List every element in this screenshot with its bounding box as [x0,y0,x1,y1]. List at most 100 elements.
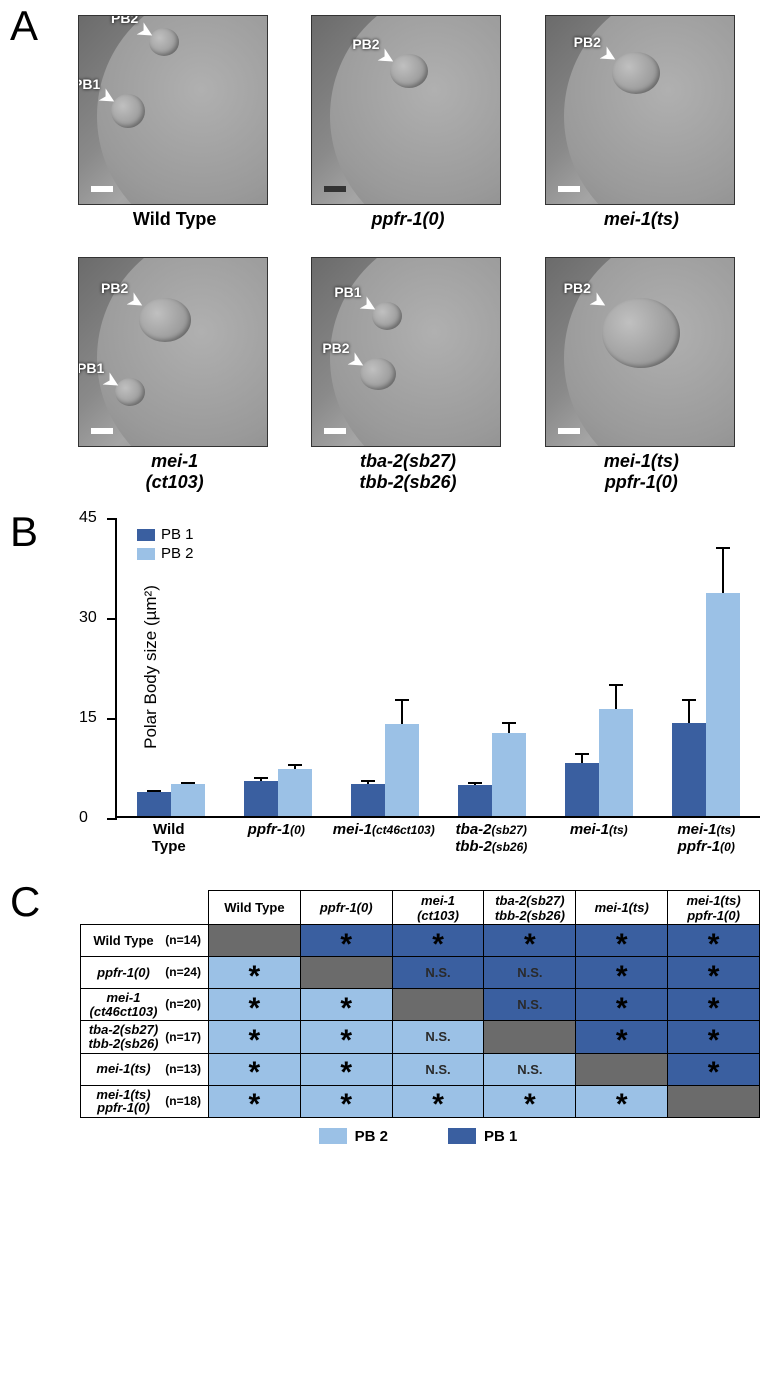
pb-label: PB2 [101,280,128,296]
y-tick [107,518,117,520]
microscopy-image: PB1PB2 [311,257,501,447]
significance-mark: * [301,1054,392,1085]
table-cell: N.S. [484,1053,576,1085]
legend-c-pb2-text: PB 2 [355,1128,388,1145]
row-header: mei-1(ct46ct103)(n=20) [81,989,209,1021]
scale-bar [324,186,346,192]
row-header: Wild Type(n=14) [81,925,209,957]
table-cell: * [392,1085,484,1117]
bar-group [117,518,224,816]
table-cell: * [300,989,392,1021]
table-cell: * [300,1085,392,1117]
table-cell [208,925,300,957]
image-caption: tba-2(sb27)tbb-2(sb26) [311,451,504,493]
y-tick-label: 30 [79,609,97,627]
y-tick [107,818,117,820]
significance-mark: N.S. [393,957,484,988]
significance-mark: * [301,1021,392,1052]
error-bar [153,790,155,792]
error-bar [581,753,583,762]
table-cell: * [668,1053,760,1085]
panel-a-label: A [10,2,38,50]
bar-group [439,518,546,816]
scale-bar [558,428,580,434]
x-label: mei-1(ts)ppfr-1(0) [653,818,761,855]
error-bar [260,777,262,781]
y-tick [107,718,117,720]
x-label: ppfr-1(0) [223,818,331,855]
panel-c: C Wild Typeppfr-1(0)mei-1(ct103)tba-2(sb… [20,890,756,1145]
table-cell [392,989,484,1021]
table-row: mei-1(ts)ppfr-1(0)(n=18)***** [81,1085,760,1117]
pb-label: PB2 [564,280,591,296]
microscopy-image: PB2 [545,15,735,205]
row-header: tba-2(sb27)tbb-2(sb26)(n=17) [81,1021,209,1053]
legend-c-pb1: PB 1 [448,1128,517,1145]
bar-group [331,518,438,816]
error-bar [508,722,510,733]
significance-mark: * [576,989,667,1020]
x-labels: WildTypeppfr-1(0)mei-1(ct46ct103)tba-2(s… [115,818,760,855]
panel-c-label: C [10,878,40,926]
y-tick-label: 45 [79,509,97,527]
col-header: mei-1(ts)ppfr-1(0) [668,891,760,925]
significance-mark: * [576,1086,667,1117]
bar-pb2 [706,593,740,816]
image-cell: PB2PB1Wild Type [78,15,271,251]
image-caption: Wild Type [78,209,271,251]
microscopy-image: PB2PB1 [78,15,268,205]
table-cell: N.S. [392,957,484,989]
image-caption: mei-1(ct103) [78,451,271,493]
error-bar [722,547,724,592]
scale-bar [91,428,113,434]
bar-pb1 [351,784,385,816]
x-label: mei-1(ct46ct103) [330,818,438,855]
error-bar [294,764,296,769]
table-cell: * [576,957,668,989]
table-cell: * [484,1085,576,1117]
bar-pb1 [458,785,492,816]
table-row: tba-2(sb27)tbb-2(sb26)(n=17)**N.S.** [81,1021,760,1053]
bar-pb2 [385,724,419,816]
significance-mark: * [209,989,300,1020]
pb-label: PB2 [352,36,379,52]
x-label: mei-1(ts) [545,818,653,855]
col-header: Wild Type [208,891,300,925]
significance-table: Wild Typeppfr-1(0)mei-1(ct103)tba-2(sb27… [80,890,760,1118]
significance-mark: * [301,989,392,1020]
polar-body [602,298,680,368]
significance-mark: * [209,1021,300,1052]
bars-container [117,518,760,816]
significance-mark: * [209,1054,300,1085]
scale-bar [324,428,346,434]
table-corner [81,891,209,925]
error-bar [401,699,403,724]
significance-mark: * [576,925,667,956]
table-cell: * [300,925,392,957]
table-cell: * [576,925,668,957]
significance-mark: N.S. [393,1021,484,1052]
panel-a: A PB2PB1Wild TypePB2ppfr-1(0)PB2mei-1(ts… [20,10,756,493]
table-cell: * [576,989,668,1021]
y-tick-label: 15 [79,709,97,727]
table-cell: N.S. [392,1053,484,1085]
col-header: mei-1(ct103) [392,891,484,925]
row-header: ppfr-1(0)(n=24) [81,957,209,989]
table-cell: * [668,1021,760,1053]
significance-mark: N.S. [393,1054,484,1085]
bar-pb2 [171,784,205,816]
scale-bar [558,186,580,192]
image-cell: PB2 PB1 mei-1(ct103) [78,257,271,493]
table-row: ppfr-1(0)(n=24)*N.S.N.S.** [81,957,760,989]
table-cell [668,1085,760,1117]
table-cell: * [668,925,760,957]
microscopy-image: PB2 PB1 [78,257,268,447]
significance-mark: N.S. [484,957,575,988]
table-cell: N.S. [392,1021,484,1053]
bar-pb2 [492,733,526,816]
significance-mark: * [393,925,484,956]
significance-mark: * [393,1086,484,1117]
significance-mark: * [209,957,300,988]
pb-label: PB1 [78,360,104,376]
significance-mark: * [576,1021,667,1052]
